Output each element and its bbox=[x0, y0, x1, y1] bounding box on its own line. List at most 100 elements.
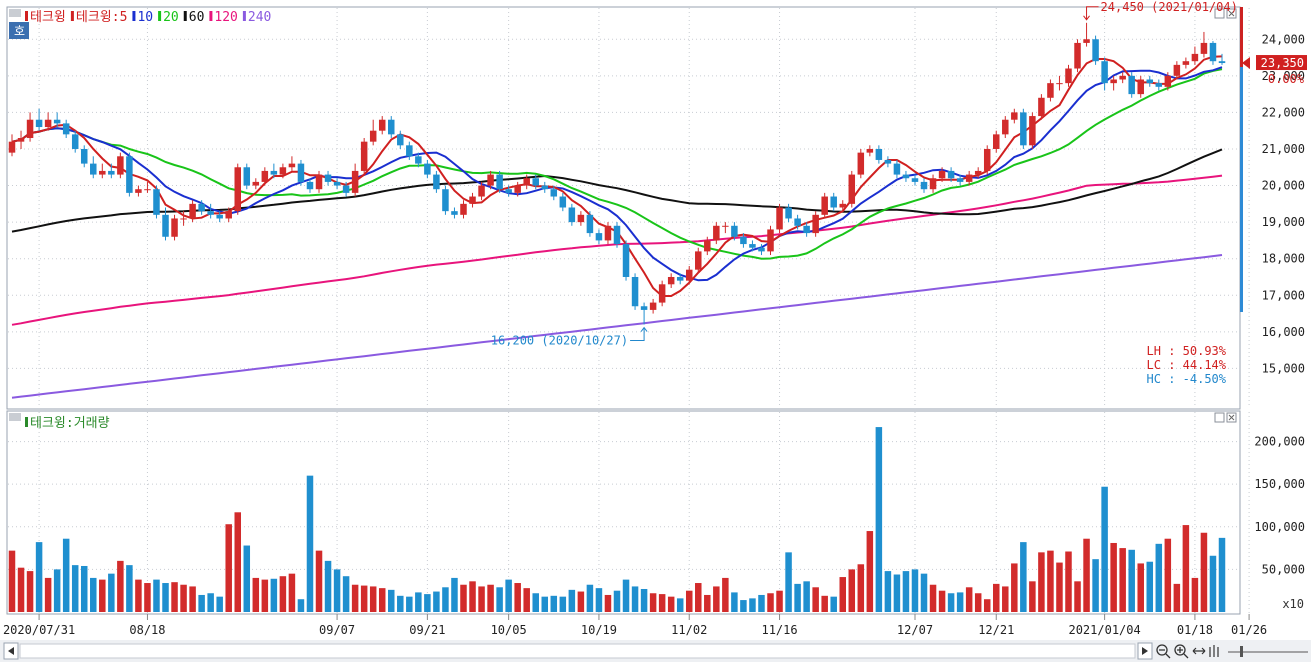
volume-bar bbox=[17, 567, 25, 612]
volume-bar bbox=[225, 524, 232, 612]
candle-body bbox=[207, 211, 214, 215]
candle-body bbox=[983, 148, 991, 171]
volume-bar bbox=[90, 577, 97, 612]
right-scroll-indicator-top bbox=[1240, 7, 1243, 67]
high-label: 24,450 (2021/01/04) bbox=[1101, 0, 1238, 14]
date-tick-label: 08/18 bbox=[129, 623, 165, 637]
volume-bar bbox=[1074, 581, 1081, 612]
volume-bar bbox=[378, 588, 386, 612]
volume-bar bbox=[1209, 555, 1217, 612]
price-tick-label: 18,000 bbox=[1262, 252, 1305, 266]
candle-body bbox=[1101, 61, 1108, 84]
volume-bar bbox=[171, 582, 178, 612]
candle-body bbox=[505, 189, 512, 193]
price-tick-label: 17,000 bbox=[1262, 288, 1305, 302]
legend-label: 20 bbox=[163, 10, 179, 25]
candle-body bbox=[99, 170, 106, 175]
scroll-left-icon bbox=[8, 647, 14, 655]
candle-body bbox=[1155, 83, 1163, 87]
candle-body bbox=[875, 148, 883, 160]
volume-bar bbox=[207, 593, 214, 612]
volume-pane-menu-icon[interactable] bbox=[9, 413, 21, 421]
volume-bar bbox=[1020, 542, 1027, 612]
candle-body bbox=[1020, 112, 1027, 146]
maximize-icon[interactable] bbox=[1214, 8, 1225, 19]
candle-body bbox=[974, 170, 982, 175]
date-tick-label: 2020/07/31 bbox=[3, 623, 75, 637]
candle-body bbox=[758, 247, 765, 252]
candle-body bbox=[153, 189, 160, 215]
candle-body bbox=[559, 196, 567, 208]
volume-bar bbox=[731, 592, 738, 612]
candle-body bbox=[993, 134, 1000, 149]
candle-body bbox=[117, 156, 124, 175]
volume-bar bbox=[613, 590, 621, 612]
candle-body bbox=[947, 170, 955, 179]
volume-bar bbox=[1092, 559, 1099, 612]
low-label: 16,200 (2020/10/27) bbox=[491, 334, 628, 348]
date-tick-label: 12/21 bbox=[978, 623, 1014, 637]
volume-bar bbox=[333, 569, 341, 612]
candle-body bbox=[902, 174, 910, 179]
candle-body bbox=[351, 170, 359, 193]
price-tick-label: 20,000 bbox=[1262, 179, 1305, 193]
volume-bar bbox=[144, 583, 151, 612]
candle-body bbox=[622, 244, 630, 277]
ma-10-line bbox=[11, 66, 1223, 282]
volume-bar bbox=[713, 586, 720, 612]
bar-spacing-icon[interactable] bbox=[1209, 645, 1219, 657]
candle-body bbox=[532, 178, 539, 186]
candle-body bbox=[1038, 97, 1045, 117]
candle-body bbox=[929, 178, 937, 190]
fit-width-icon[interactable] bbox=[1192, 647, 1206, 655]
candle-body bbox=[586, 214, 594, 234]
volume-bar bbox=[180, 584, 187, 612]
volume-bar bbox=[406, 596, 413, 612]
volume-bar bbox=[993, 583, 1000, 612]
candle-body bbox=[469, 196, 476, 204]
volume-bar bbox=[1146, 561, 1154, 612]
volume-pane-buttons bbox=[1214, 412, 1237, 423]
candle-body bbox=[920, 181, 928, 190]
close-pane-x bbox=[1228, 10, 1235, 17]
candle-body bbox=[460, 203, 467, 215]
volume-bar bbox=[586, 584, 594, 612]
price-pane-buttons bbox=[1214, 8, 1237, 19]
horizontal-scrollbar[interactable] bbox=[19, 643, 1136, 659]
date-tick-label: 10/19 bbox=[581, 623, 617, 637]
volume-bar bbox=[821, 595, 828, 612]
zoom-in-icon[interactable] bbox=[1174, 644, 1189, 659]
volume-bar bbox=[1029, 581, 1036, 612]
price-tick-label: 23,000 bbox=[1262, 69, 1305, 83]
volume-bar bbox=[360, 585, 368, 612]
candle-body bbox=[288, 163, 296, 168]
candle-body bbox=[1200, 42, 1208, 54]
zoom-slider[interactable] bbox=[1228, 646, 1308, 657]
legend-label: 120 bbox=[214, 10, 237, 25]
candle-body bbox=[767, 229, 774, 252]
candle-body bbox=[1146, 79, 1154, 84]
volume-bar bbox=[1101, 486, 1108, 612]
volume-maximize-icon[interactable] bbox=[1214, 412, 1225, 423]
candle-body bbox=[126, 156, 133, 193]
current-price-value: 23,350 bbox=[1261, 56, 1304, 70]
volume-bar bbox=[108, 573, 115, 612]
current-price-marker-icon bbox=[1242, 57, 1250, 70]
volume-bar bbox=[1164, 538, 1172, 612]
pane-menu-icon[interactable] bbox=[9, 9, 21, 17]
candle-body bbox=[1119, 75, 1126, 80]
date-tick-label: 01/26 bbox=[1231, 623, 1267, 637]
mode-toggle-button[interactable] bbox=[9, 22, 29, 39]
candle-body bbox=[640, 306, 648, 310]
candle-body bbox=[225, 211, 232, 219]
candle-body bbox=[1092, 39, 1099, 62]
volume-bar bbox=[1047, 550, 1054, 612]
candle-body bbox=[216, 214, 223, 219]
volume-bar bbox=[99, 579, 106, 612]
volume-bar bbox=[704, 594, 711, 612]
volume-bar bbox=[1002, 586, 1009, 612]
candle-body bbox=[342, 185, 350, 193]
volume-bar bbox=[216, 596, 223, 612]
volume-bar bbox=[830, 596, 837, 612]
zoom-out-icon[interactable] bbox=[1156, 644, 1171, 659]
